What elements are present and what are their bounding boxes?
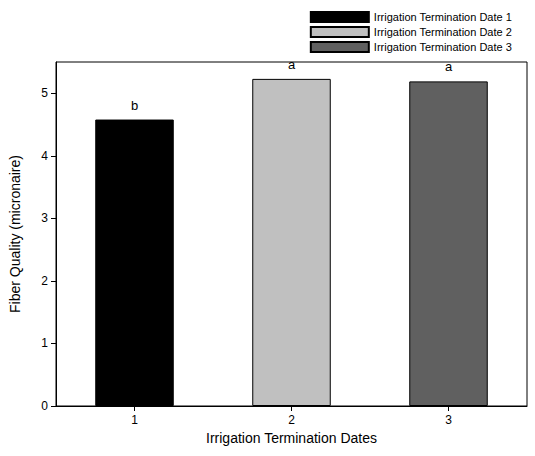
svg-text:Irrigation Termination Date 3: Irrigation Termination Date 3 (374, 41, 512, 53)
svg-text:0: 0 (41, 399, 48, 413)
svg-text:Irrigation Termination Date 2: Irrigation Termination Date 2 (374, 26, 512, 38)
svg-text:a: a (288, 57, 296, 72)
svg-text:4: 4 (41, 149, 48, 163)
svg-text:3: 3 (445, 413, 452, 427)
svg-text:1: 1 (41, 336, 48, 350)
svg-text:2: 2 (41, 274, 48, 288)
svg-text:Irrigation Termination Date 1: Irrigation Termination Date 1 (374, 11, 512, 23)
svg-text:Irrigation Termination Dates: Irrigation Termination Dates (206, 430, 377, 446)
svg-text:3: 3 (41, 211, 48, 225)
svg-text:a: a (445, 59, 453, 74)
svg-text:Fiber Quality (micronaire): Fiber Quality (micronaire) (7, 155, 23, 313)
svg-text:b: b (131, 98, 138, 113)
svg-text:5: 5 (41, 86, 48, 100)
svg-text:2: 2 (288, 413, 295, 427)
svg-text:1: 1 (131, 413, 138, 427)
